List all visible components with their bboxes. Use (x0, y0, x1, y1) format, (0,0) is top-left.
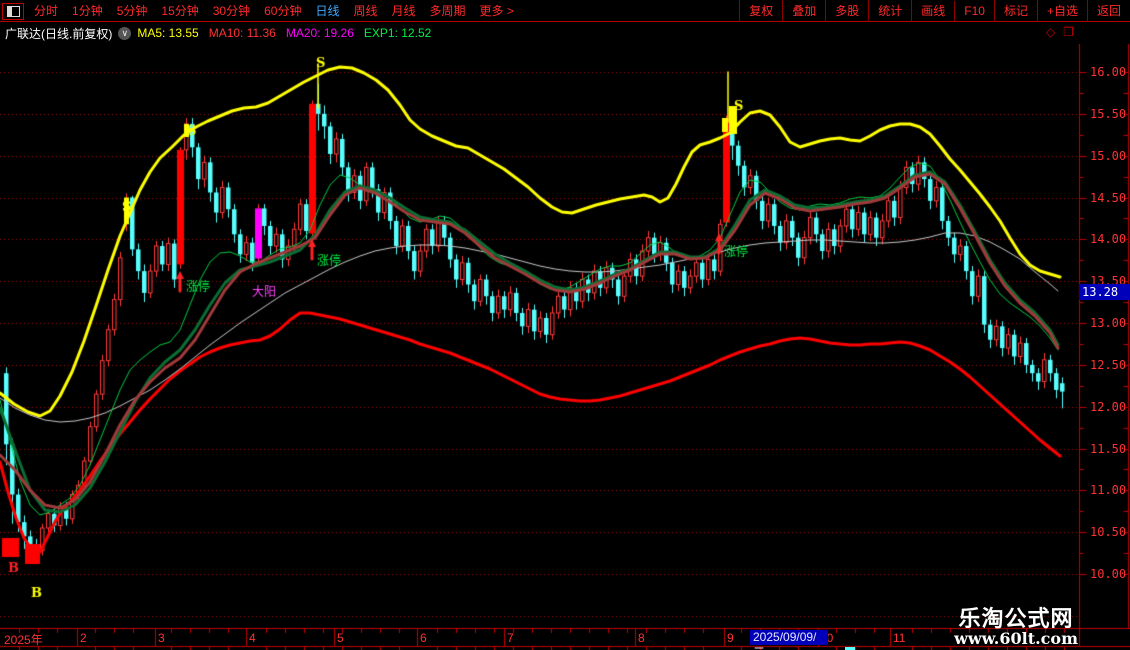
price-axis-label: 15.50 (1090, 106, 1127, 121)
date-axis[interactable]: 2025年2345678910112025/09/09/二 (0, 629, 1130, 650)
toolbar-item-action-5[interactable]: F10 (954, 0, 994, 21)
title-bar: 广联达(日线.前复权) ∨ MA5: 13.55 MA10: 11.36 MA20:… (0, 22, 1130, 44)
toolbar-item-action-1[interactable]: 叠加 (782, 0, 825, 22)
toolbar-item-action-4[interactable]: 画线 (911, 0, 954, 22)
window-icon[interactable]: ❐ (1063, 25, 1074, 39)
diamond-icon[interactable]: ◇ (1046, 25, 1056, 39)
date-axis-label: 7 (507, 631, 514, 645)
price-axis-label: 16.00 (1090, 65, 1127, 79)
indicator-readouts: MA5: 13.55 MA10: 11.36 MA20: 19.26 EXP1: 12… (137, 26, 441, 40)
date-axis-label: 2025年 (4, 633, 43, 647)
chevron-down-icon[interactable]: ∨ (118, 26, 132, 40)
date-axis-label: 3 (158, 631, 165, 645)
toolbar-item-action-8[interactable]: 返回 (1086, 0, 1130, 22)
readout-1: MA10: 11.36 (208, 26, 276, 40)
readout-2: MA20: 19.26 (285, 26, 354, 40)
date-axis-label: 4 (249, 631, 256, 645)
date-axis-label: 11 (893, 631, 906, 645)
toolbar-item-period-1[interactable]: 1分钟 (72, 4, 103, 18)
stock-title: 广联达(日线.前复权) (5, 26, 113, 41)
price-axis-label: 10.00 (1090, 567, 1127, 581)
date-axis-label: 6 (420, 631, 427, 645)
price-axis-label: 14.00 (1090, 232, 1127, 247)
toolbar-item-period-8[interactable]: 月线 (391, 4, 416, 18)
toolbar-item-period-9[interactable]: 多周期 (429, 4, 466, 18)
readout-0: MA5: 13.55 (137, 26, 199, 40)
date-axis-label: 2 (80, 631, 87, 645)
price-axis-label: 13.00 (1090, 316, 1127, 330)
toolbar-item-period-7[interactable]: 周线 (353, 4, 378, 18)
toolbar-item-action-0[interactable]: 复权 (739, 0, 782, 22)
price-axis-label: 14.50 (1090, 190, 1127, 205)
price-axis-label: 12.50 (1090, 357, 1127, 372)
toolbar-item-period-3[interactable]: 15分钟 (161, 4, 199, 18)
selected-date-tag: 2025/09/09/二 (750, 630, 828, 650)
date-axis-label: 9 (727, 631, 734, 645)
toolbar: 分时 1分钟 5分钟 15分钟 30分钟 60分钟 日线 周线 月线 多周期 更多 > 复权 叠加 多股… (0, 0, 1130, 22)
toolbar-item-action-7[interactable]: +自选 (1036, 0, 1087, 22)
readout-3: EXP1: 12.52 (363, 26, 432, 40)
price-axis-label: 11.50 (1090, 441, 1127, 456)
watermark-site-name: 乐淘公式网 (958, 606, 1074, 633)
price-axis-label: 15.00 (1090, 148, 1127, 163)
price-axis-label: 11.00 (1090, 483, 1127, 498)
toolbar-period-group: 分时 1分钟 5分钟 15分钟 30分钟 60分钟 日线 周线 月线 多周期 更多 > (0, 0, 521, 21)
toolbar-item-action-6[interactable]: 标记 (993, 0, 1037, 22)
current-price-tag: 13.28 (1079, 283, 1130, 300)
date-axis-label: 5 (337, 631, 344, 645)
toolbar-item-period-4[interactable]: 30分钟 (212, 4, 251, 18)
toolbar-item-period-10[interactable]: 更多 > (479, 4, 514, 18)
toolbar-item-period-2[interactable]: 5分钟 (116, 4, 148, 18)
price-axis-label: 12.00 (1090, 399, 1127, 414)
toolbar-item-period-6[interactable]: 日线 (315, 4, 340, 18)
toolbar-action-group: 复权 叠加 多股 统计 画线 F10 标记 +自选 返回 (739, 0, 1130, 22)
toolbar-item-period-0[interactable]: 分时 (34, 4, 59, 18)
toolbar-item-action-2[interactable]: 多股 (825, 0, 868, 22)
toolbar-item-action-3[interactable]: 统计 (868, 0, 911, 22)
watermark-site-url: www.60lt.com (954, 629, 1078, 649)
watermark: 乐淘公式网 www.60lt.com (954, 608, 1078, 648)
subchart-fragment (845, 647, 855, 650)
title-corner-icons: ◇ ❐ (1046, 25, 1074, 39)
price-axis-label: 10.50 (1090, 525, 1127, 540)
date-axis-label: 8 (638, 631, 645, 645)
toolbar-item-period-5[interactable]: 60分钟 (264, 4, 302, 18)
layout-split-icon[interactable] (2, 3, 24, 20)
